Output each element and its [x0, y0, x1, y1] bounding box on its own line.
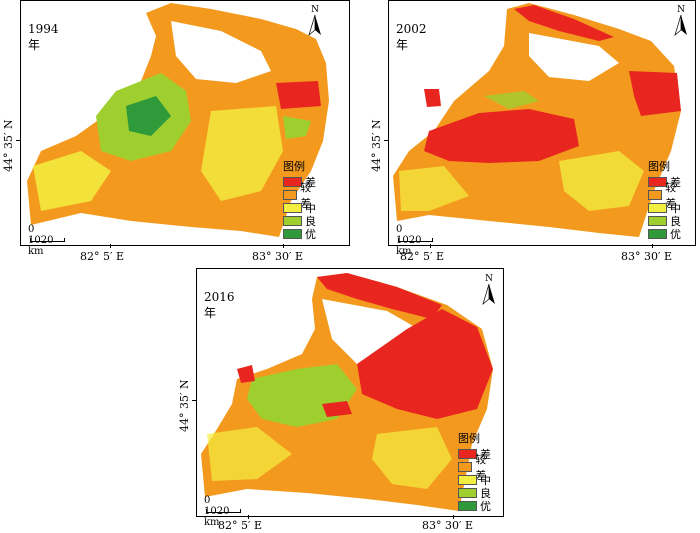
legend-item: 良	[283, 214, 316, 228]
legend: 图例 差 较差 中 良 优	[648, 160, 681, 241]
legend-item: 差	[283, 175, 316, 189]
x-tick-label: 83° 30′ E	[422, 519, 474, 532]
y-tick-label: 44° 35′ N	[2, 119, 15, 172]
north-arrow: N	[306, 5, 324, 37]
legend-item: 差	[458, 447, 491, 461]
legend-item: 较差	[283, 181, 316, 210]
legend-item: 较差	[458, 453, 491, 482]
legend-item: 中	[283, 201, 316, 215]
map-frame-1994	[20, 0, 350, 246]
y-tick	[384, 140, 388, 141]
x-tick	[453, 515, 454, 519]
north-arrow-icon	[674, 15, 687, 37]
legend-item: 优	[283, 227, 316, 241]
year-label: 2002年	[396, 22, 427, 52]
x-tick-label: 82° 5′ E	[218, 519, 263, 532]
x-tick	[248, 515, 249, 519]
land-map-2016	[201, 273, 493, 511]
x-tick-label: 83° 30′ E	[621, 250, 673, 263]
north-arrow: N	[480, 274, 498, 306]
scale-bar: 0 1020 km	[204, 495, 241, 528]
legend-item: 中	[648, 201, 681, 215]
scale-bar: 0 1020 km	[396, 224, 433, 257]
land-map-1994	[27, 3, 329, 237]
y-tick-label: 44° 35′ N	[178, 379, 191, 432]
scale-bar: 0 1020 km	[28, 224, 65, 257]
map-frame-2002	[388, 0, 696, 246]
legend-item: 较差	[648, 181, 681, 210]
legend-item: 中	[458, 473, 491, 487]
y-tick	[192, 400, 196, 401]
legend-item: 优	[648, 227, 681, 241]
x-tick	[283, 244, 284, 248]
y-tick-label: 44° 35′ N	[370, 119, 383, 172]
year-label: 2016年	[204, 290, 235, 320]
north-arrow: N	[672, 5, 690, 37]
x-tick	[430, 244, 431, 248]
north-arrow-icon	[482, 284, 495, 306]
x-tick-label: 83° 30′ E	[252, 250, 304, 263]
legend: 图例 差 较差 中 良 优	[458, 432, 491, 513]
legend-item: 优	[458, 499, 491, 513]
legend-item: 良	[458, 486, 491, 500]
x-tick	[652, 244, 653, 248]
y-tick	[16, 140, 20, 141]
year-label: 1994年	[28, 22, 59, 52]
x-tick	[110, 244, 111, 248]
map-frame-2016	[196, 268, 504, 517]
legend: 图例 差 较差 中 良 优	[283, 160, 316, 241]
x-tick-label: 82° 5′ E	[400, 250, 445, 263]
legend-item: 差	[648, 175, 681, 189]
land-map-2002	[393, 3, 681, 237]
north-arrow-icon	[308, 15, 321, 37]
x-tick-label: 82° 5′ E	[80, 250, 125, 263]
legend-item: 良	[648, 214, 681, 228]
